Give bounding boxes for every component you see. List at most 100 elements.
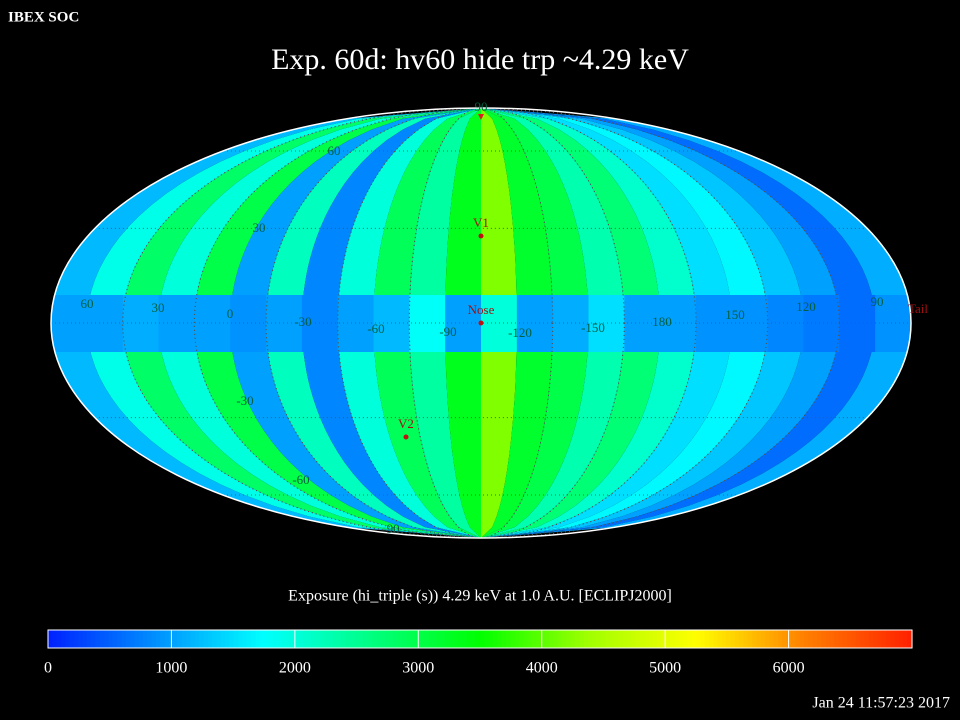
grid-label: 60 [328, 143, 341, 158]
colorbar-cell [678, 630, 684, 648]
colorbar-cell [307, 630, 313, 648]
colorbar-tick-label: 6000 [773, 660, 805, 677]
colorbar-cell [415, 630, 421, 648]
graticule [51, 108, 911, 538]
colorbar-tick-label: 4000 [526, 660, 558, 677]
colorbar-tick-label: 1000 [155, 660, 187, 677]
grid-label: 90 [475, 99, 488, 114]
colorbar-cell [570, 630, 576, 648]
colorbar-cell [721, 630, 727, 648]
colorbar-cell [825, 630, 831, 648]
colorbar-cell [372, 630, 377, 648]
colorbar-cell [734, 630, 740, 648]
colorbar-cell [497, 630, 503, 648]
grid-label: -150 [581, 320, 605, 335]
equator-band-cell [696, 295, 733, 352]
colorbar-cell [333, 630, 339, 648]
equator-band-cell [803, 295, 840, 352]
colorbar-cell [501, 630, 507, 648]
colorbar-cell [557, 630, 563, 648]
colorbar-cell [199, 630, 205, 648]
equator-band-cell [660, 295, 697, 352]
equator-band-cell [731, 295, 769, 352]
colorbar-cell [112, 630, 118, 648]
exposure-strip [373, 108, 481, 538]
exposure-strip [481, 108, 696, 538]
grid-label: 150 [725, 307, 745, 322]
colorbar-cell [445, 630, 451, 648]
colorbar-cell [566, 630, 572, 648]
colorbar-cell [60, 630, 66, 648]
map-outline [50, 107, 912, 539]
colorbar-cell [151, 630, 157, 648]
colorbar-cell [700, 630, 706, 648]
grid-label: 90 [871, 294, 884, 309]
colorbar-cell [320, 630, 326, 648]
colorbar-cell [272, 630, 278, 648]
colorbar-cell [143, 630, 148, 648]
colorbar-cell [423, 630, 429, 648]
grid-label: 30 [253, 220, 266, 235]
colorbar-cell [881, 630, 887, 648]
colorbar-cell [696, 630, 701, 648]
colorbar-cell [851, 630, 857, 648]
colorbar-cell [346, 630, 351, 648]
colorbar-cell [683, 630, 688, 648]
colorbar-cell [492, 630, 498, 648]
colorbar-cell [367, 630, 373, 648]
colorbar-cell [583, 630, 589, 648]
colorbar-cell [652, 630, 658, 648]
colorbar-cell [229, 630, 235, 648]
exposure-strip [481, 108, 589, 538]
grid-label: 180 [652, 314, 672, 329]
colorbar-cell [181, 630, 187, 648]
colorbar-cell [708, 630, 714, 648]
pole-marker [478, 114, 484, 120]
colorbar-cell [778, 630, 783, 648]
equator-band-cell [266, 295, 303, 352]
colorbar-cell [743, 630, 749, 648]
colorbar-cell [246, 630, 252, 648]
colorbar-cell [268, 630, 274, 648]
colorbar-cell [786, 630, 792, 648]
colorbar-cell [890, 630, 896, 648]
colorbar-cell [475, 630, 481, 648]
colorbar-cell [847, 630, 853, 648]
colorbar-cell [829, 630, 835, 648]
colorbar-cell [808, 630, 814, 648]
colorbar-cell [376, 630, 382, 648]
exposure-strip [481, 108, 661, 538]
colorbar-cell [341, 630, 347, 648]
colorbar-cell [691, 630, 697, 648]
colorbar-cell [91, 630, 97, 648]
colorbar-cell [613, 630, 619, 648]
colorbar-cell [117, 630, 123, 648]
colorbar-cell [804, 630, 809, 648]
grid-label: -60 [292, 472, 309, 487]
colorbar-cell [471, 630, 477, 648]
marker-dot [478, 233, 484, 239]
colorbar-cell [855, 630, 861, 648]
colorbar-cell [410, 630, 416, 648]
colorbar-cell [674, 630, 680, 648]
equator-band-cell [767, 295, 804, 352]
colorbar-cell [510, 630, 516, 648]
equator-band-cell [158, 295, 195, 352]
colorbar-cell [104, 630, 110, 648]
colorbar-cell [251, 630, 256, 648]
colorbar-cell [212, 630, 218, 648]
equator-band-cell [624, 295, 661, 352]
colorbar-cell [402, 630, 408, 648]
colorbar-cell [194, 630, 200, 648]
grid-label: 120 [796, 299, 816, 314]
exposure-strip [481, 108, 732, 538]
colorbar-cell [302, 630, 308, 648]
equator-band-cell [51, 295, 88, 352]
colorbar-cell [514, 630, 520, 648]
colorbar-cell [190, 630, 196, 648]
equator-band-cell [230, 295, 267, 352]
colorbar-tick-label: 0 [44, 660, 52, 677]
colorbar-cell [289, 630, 295, 648]
colorbar-cell [821, 630, 827, 648]
colorbar-cell [56, 630, 62, 648]
